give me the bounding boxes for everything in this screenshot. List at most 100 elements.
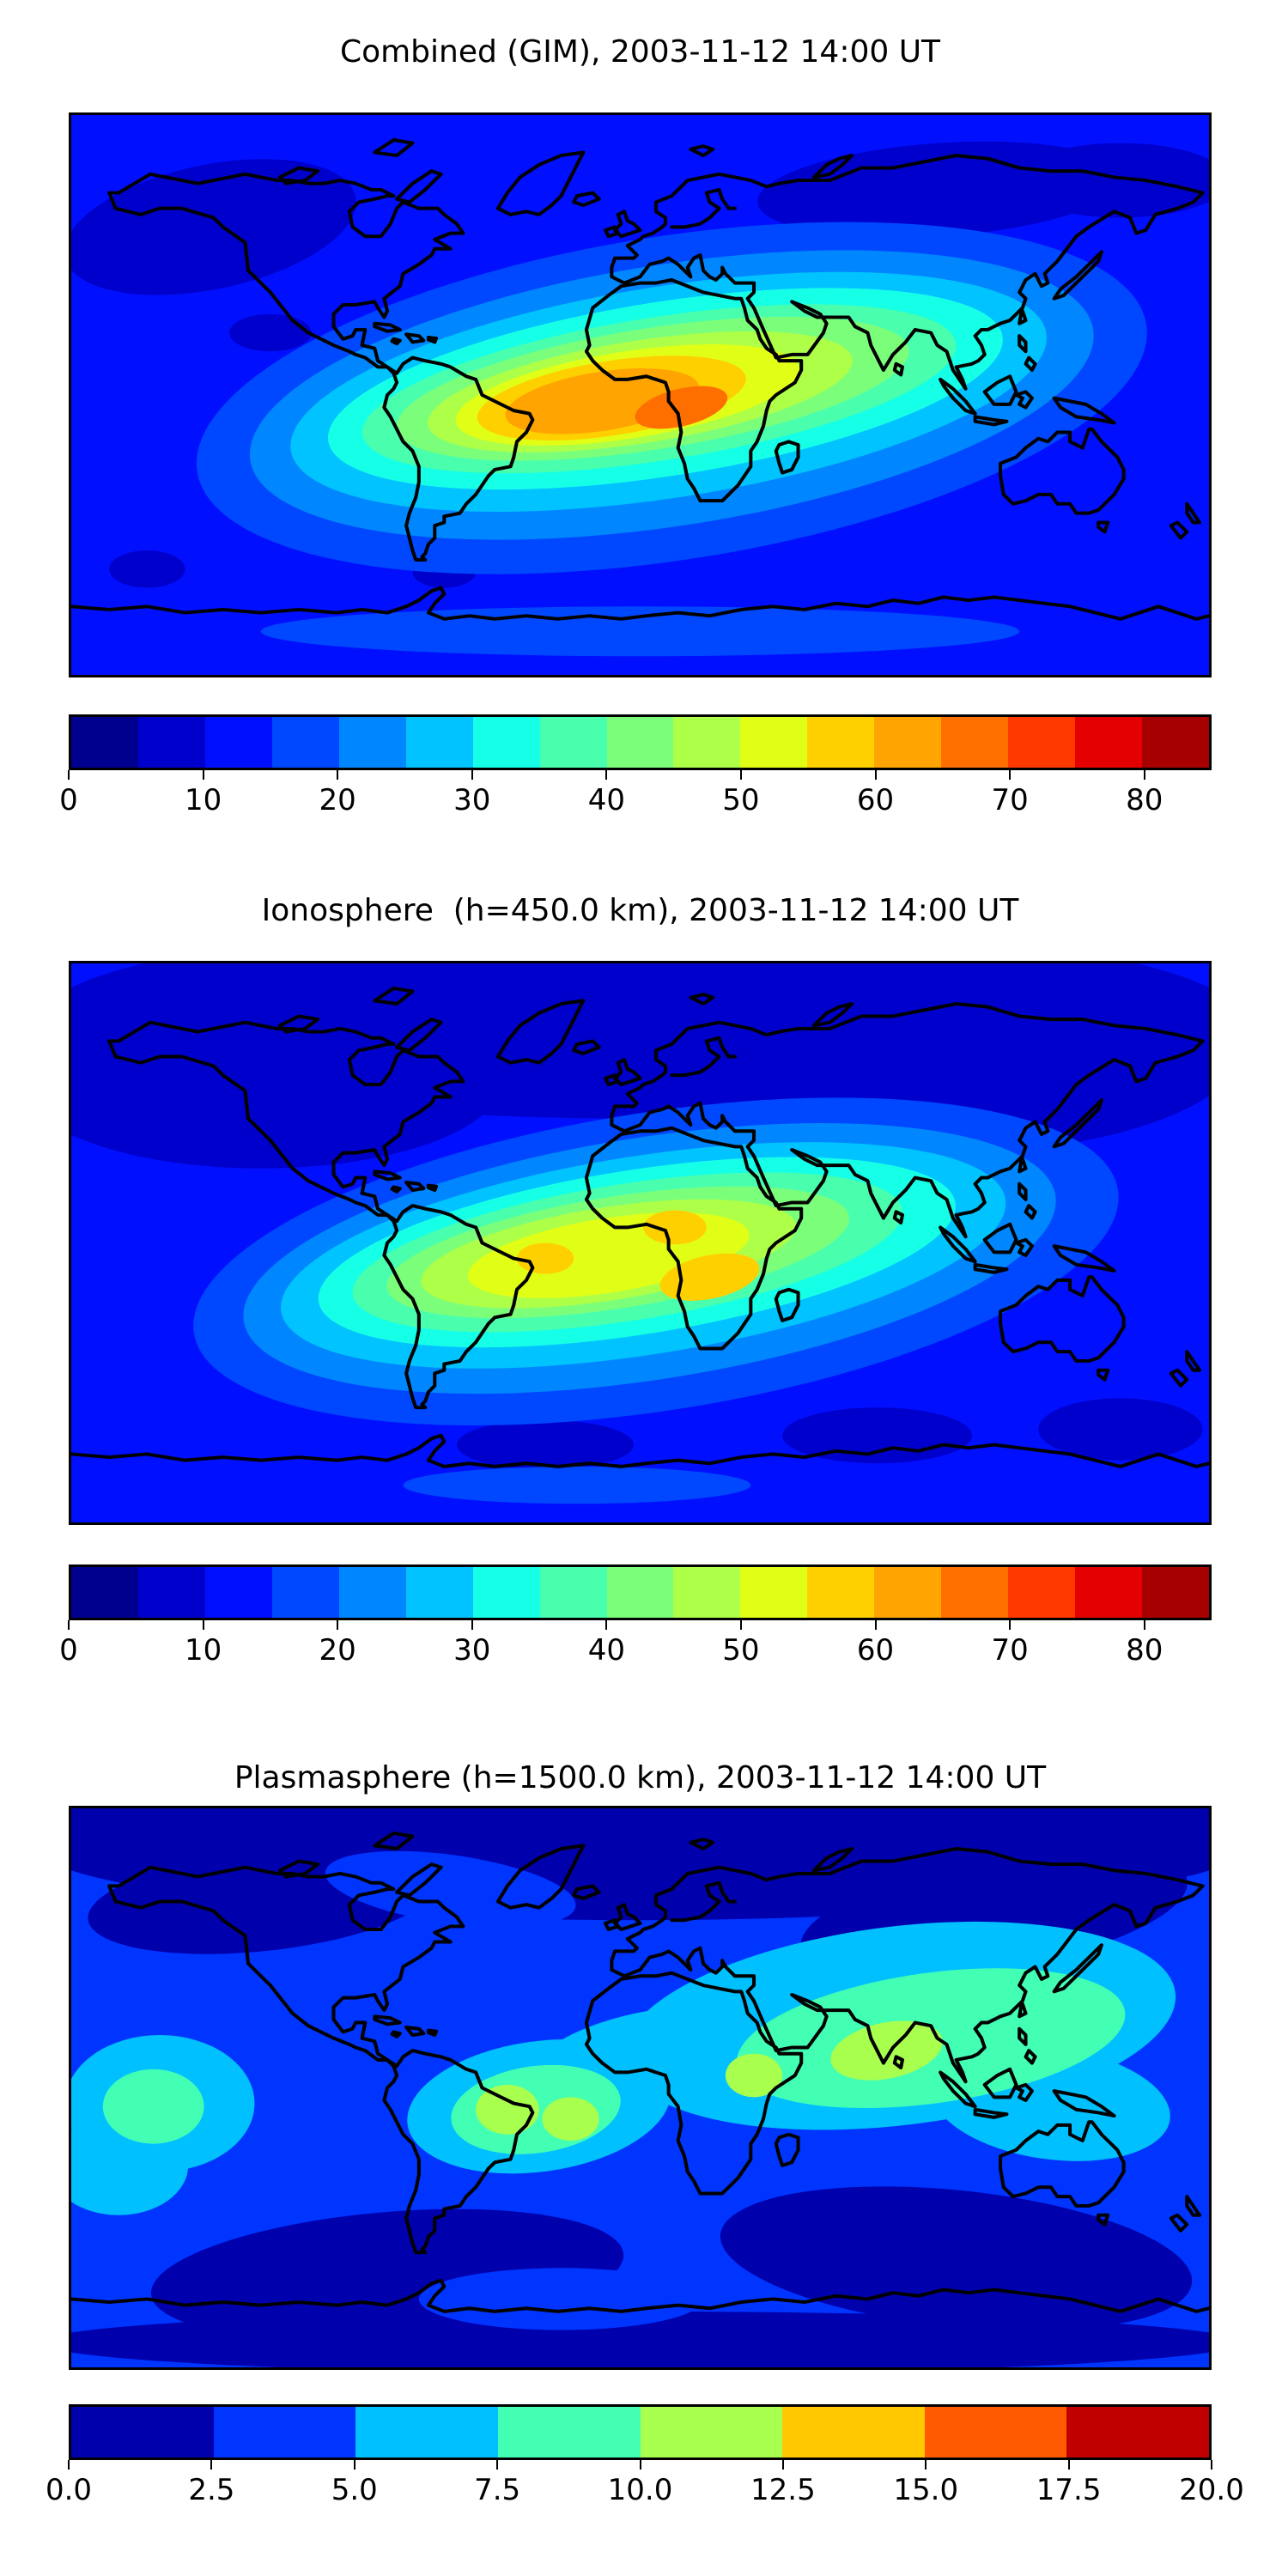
- colorbar-segment: [355, 2407, 498, 2458]
- contour-blob: [476, 2084, 539, 2135]
- panel-1-title: Combined (GIM), 2003-11-12 14:00 UT: [339, 34, 941, 70]
- contour-blob: [403, 1466, 751, 1504]
- contour-blob: [659, 1253, 760, 1301]
- colorbar-tick-label: 7.5: [474, 2473, 521, 2507]
- colorbar-segment: [271, 1567, 339, 1618]
- contour-blob: [1038, 1398, 1203, 1461]
- panel-1-map-svg: [71, 115, 1209, 675]
- colorbar-tick: [68, 770, 70, 780]
- colorbar-segment: [673, 717, 741, 768]
- colorbar-segment: [941, 1567, 1009, 1618]
- colorbar-tick: [68, 2460, 70, 2470]
- colorbar-tick: [210, 2460, 213, 2470]
- colorbar-tick-label: 10: [184, 1633, 222, 1668]
- contour-blob: [516, 1242, 574, 1274]
- panel-3-colorbar: [69, 2404, 1212, 2460]
- colorbar-tick-label: 10: [184, 783, 222, 817]
- contour-blob: [102, 2069, 204, 2144]
- colorbar-segment: [640, 2407, 783, 2458]
- contour-blob: [109, 550, 185, 588]
- colorbar-tick: [639, 2460, 641, 2470]
- colorbar-segment: [1142, 1567, 1209, 1618]
- colorbar-tick-label: 5.0: [331, 2473, 378, 2507]
- colorbar-segment: [204, 1567, 272, 1618]
- colorbar-tick-label: 80: [1126, 1633, 1163, 1668]
- colorbar-tick-label: 60: [856, 783, 895, 817]
- colorbar-segment: [924, 2407, 1067, 2458]
- colorbar-segment: [204, 717, 272, 768]
- colorbar-tick-label: 0: [59, 783, 78, 817]
- panel-1-colorbar: [69, 714, 1212, 770]
- colorbar-segment: [213, 2407, 356, 2458]
- colorbar-segment: [71, 1567, 138, 1618]
- colorbar-tick: [1143, 1620, 1145, 1630]
- colorbar-tick-label: 2.5: [188, 2473, 235, 2507]
- colorbar-segment: [405, 1567, 473, 1618]
- panel-2-map: [69, 961, 1212, 1525]
- colorbar-segment: [1008, 717, 1076, 768]
- colorbar-tick: [925, 2460, 927, 2470]
- colorbar-tick: [202, 1620, 204, 1630]
- colorbar-tick-label: 12.5: [750, 2473, 816, 2507]
- colorbar-segment: [71, 717, 138, 768]
- colorbar-segment: [874, 1567, 942, 1618]
- panel-3-title: Plasmasphere (h=1500.0 km), 2003-11-12 1…: [234, 1760, 1047, 1795]
- panel-3-map: [69, 1806, 1212, 2370]
- colorbar-tick: [605, 1620, 608, 1630]
- contour-bands: [71, 1808, 1209, 2367]
- colorbar-tick: [68, 1620, 70, 1630]
- panel-3-map-svg: [71, 1808, 1209, 2367]
- colorbar-tick-label: 80: [1126, 783, 1163, 817]
- colorbar-segment: [1075, 717, 1142, 768]
- colorbar-segment: [606, 717, 674, 768]
- colorbar-segment: [271, 717, 339, 768]
- colorbar-tick-label: 20.0: [1179, 2473, 1244, 2507]
- colorbar-tick-label: 40: [587, 783, 625, 817]
- contour-blob: [725, 2053, 783, 2098]
- colorbar-segment: [472, 1567, 540, 1618]
- colorbar-tick-label: 20: [319, 783, 356, 817]
- colorbar-segment: [740, 1567, 808, 1618]
- contour-blob: [457, 1419, 635, 1470]
- contour-blob: [418, 2268, 704, 2330]
- colorbar-tick-label: 50: [722, 783, 760, 817]
- colorbar-segment: [941, 717, 1009, 768]
- contour-blob: [643, 1210, 707, 1245]
- colorbar-tick-label: 50: [722, 1633, 760, 1668]
- colorbar-tick-label: 70: [991, 783, 1029, 817]
- colorbar-segment: [338, 717, 406, 768]
- colorbar-tick-label: 70: [991, 1633, 1029, 1668]
- colorbar-segment: [472, 717, 540, 768]
- contour-blob: [1012, 143, 1209, 218]
- contour-blob: [229, 313, 312, 352]
- colorbar-tick: [874, 1620, 877, 1630]
- contour-blob: [830, 2020, 943, 2081]
- colorbar-tick: [739, 1620, 742, 1630]
- panel-2-colorbar-ticks: 0 10 20 30 40 50 60 70 80: [59, 1620, 1212, 1674]
- colorbar-tick: [353, 2460, 355, 2470]
- colorbar-segment: [539, 1567, 607, 1618]
- colorbar-segment: [1142, 717, 1209, 768]
- colorbar-tick: [1143, 770, 1145, 780]
- colorbar-segment: [1066, 2407, 1209, 2458]
- colorbar-tick: [1211, 2460, 1212, 2470]
- contour-blob: [542, 2097, 599, 2141]
- panel-3-colorbar-ticks: 0.0 2.5 5.0 7.5 10.0 12.5 15.0 17.5 20.0: [46, 2460, 1244, 2513]
- colorbar-tick-label: 60: [856, 1633, 895, 1668]
- colorbar-tick-label: 0: [59, 1633, 78, 1668]
- colorbar-segment: [71, 2407, 214, 2458]
- colorbar-tick: [337, 770, 339, 780]
- colorbar-tick-label: 20: [319, 1633, 356, 1668]
- contour-blob: [71, 2311, 1209, 2367]
- colorbar-segment: [606, 1567, 674, 1618]
- contour-blob: [71, 159, 356, 295]
- colorbar-tick-label: 10.0: [607, 2473, 673, 2507]
- contour-blob: [71, 994, 501, 1169]
- panel-1-colorbar-ticks: 0 10 20 30 40 50 60 70 80: [59, 770, 1212, 823]
- colorbar-segment: [405, 717, 473, 768]
- colorbar-segment: [1075, 1567, 1142, 1618]
- colorbar-segment: [807, 1567, 875, 1618]
- colorbar-segment: [740, 717, 808, 768]
- colorbar-tick-label: 17.5: [1036, 2473, 1102, 2507]
